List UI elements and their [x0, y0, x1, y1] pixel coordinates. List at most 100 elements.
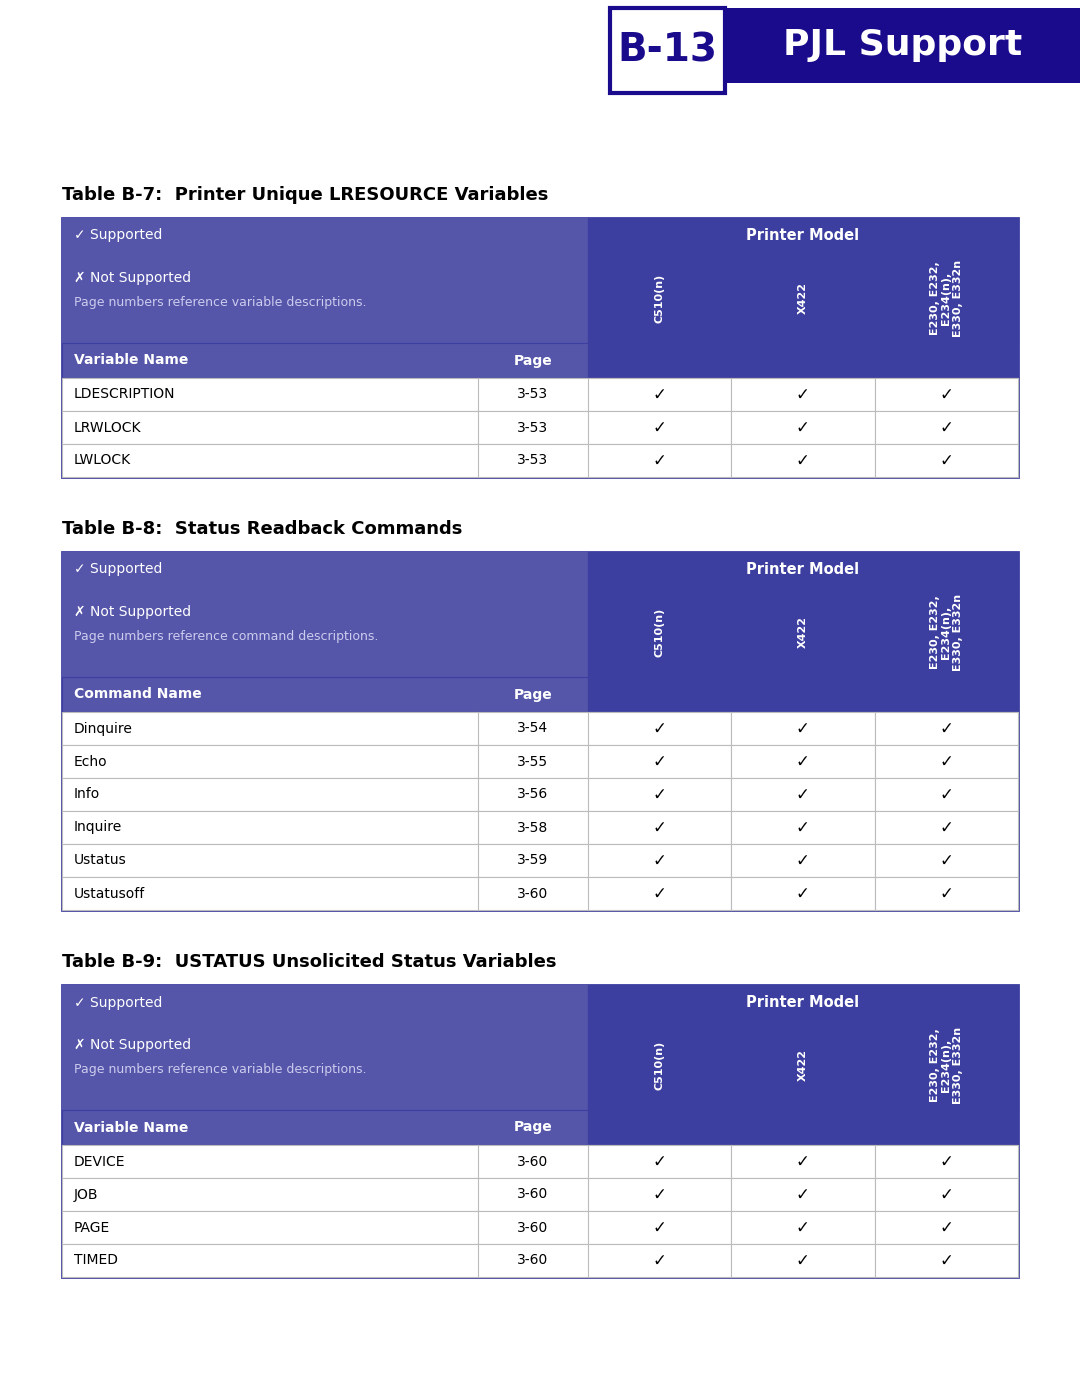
Text: 3-54: 3-54 — [517, 721, 549, 735]
Bar — [588, 678, 731, 712]
Bar — [731, 1111, 875, 1146]
Text: ✓: ✓ — [940, 386, 954, 404]
Text: ✓: ✓ — [940, 419, 954, 436]
Text: ✓: ✓ — [796, 386, 810, 404]
Bar — [875, 745, 1018, 778]
Bar — [62, 1146, 1018, 1178]
Text: X422: X422 — [798, 282, 808, 314]
Text: 3-55: 3-55 — [517, 754, 549, 768]
Bar — [731, 253, 875, 344]
Bar — [875, 1211, 1018, 1243]
Bar — [62, 218, 1018, 476]
Bar — [62, 1020, 588, 1111]
Text: Page numbers reference variable descriptions.: Page numbers reference variable descript… — [75, 296, 366, 309]
Bar — [62, 411, 1018, 444]
Text: 3-53: 3-53 — [517, 420, 549, 434]
Text: ✓: ✓ — [652, 785, 666, 803]
Bar — [588, 877, 731, 909]
Text: X422: X422 — [798, 1049, 808, 1081]
Bar — [62, 712, 1018, 745]
Bar — [62, 678, 588, 712]
Bar — [731, 745, 875, 778]
Text: ✓: ✓ — [796, 1218, 810, 1236]
Text: C510(n): C510(n) — [654, 1041, 664, 1090]
Bar — [731, 778, 875, 812]
Text: ✗ Not Supported: ✗ Not Supported — [75, 605, 191, 619]
Text: ✓: ✓ — [796, 451, 810, 469]
Bar — [62, 1243, 1018, 1277]
Text: Variable Name: Variable Name — [75, 1120, 188, 1134]
Text: Command Name: Command Name — [75, 687, 202, 701]
Text: LDESCRIPTION: LDESCRIPTION — [75, 387, 175, 401]
Bar — [875, 844, 1018, 877]
Bar — [62, 985, 588, 1020]
Text: ✓: ✓ — [652, 451, 666, 469]
Text: ✓: ✓ — [940, 753, 954, 771]
Bar — [588, 712, 731, 745]
Text: Page: Page — [513, 1120, 552, 1134]
Text: Printer Model: Printer Model — [746, 995, 860, 1010]
Bar — [731, 1146, 875, 1178]
Text: ✓: ✓ — [652, 852, 666, 869]
Bar — [725, 8, 1080, 82]
Bar — [875, 344, 1018, 379]
Bar — [731, 1020, 875, 1111]
Text: Inquire: Inquire — [75, 820, 122, 834]
Text: Table B-8:  Status Readback Commands: Table B-8: Status Readback Commands — [62, 520, 462, 538]
Text: ✓: ✓ — [940, 1252, 954, 1270]
Bar — [875, 678, 1018, 712]
Text: JOB: JOB — [75, 1187, 98, 1201]
Bar — [875, 253, 1018, 344]
Text: ✓: ✓ — [940, 819, 954, 837]
Bar — [62, 1111, 588, 1146]
Text: ✓: ✓ — [652, 1218, 666, 1236]
Text: ✓: ✓ — [940, 451, 954, 469]
Text: ✓ Supported: ✓ Supported — [75, 229, 162, 243]
Text: Page numbers reference variable descriptions.: Page numbers reference variable descript… — [75, 1063, 366, 1076]
Text: ✓: ✓ — [940, 719, 954, 738]
Bar — [588, 552, 1018, 587]
Text: ✓: ✓ — [652, 419, 666, 436]
Text: Page numbers reference command descriptions.: Page numbers reference command descripti… — [75, 630, 378, 643]
Bar — [875, 1111, 1018, 1146]
Text: ✓: ✓ — [652, 386, 666, 404]
Text: ✓: ✓ — [796, 785, 810, 803]
Bar — [875, 1178, 1018, 1211]
Text: Dinquire: Dinquire — [75, 721, 133, 735]
Text: ✓: ✓ — [652, 753, 666, 771]
Bar — [62, 812, 1018, 844]
Bar — [588, 1020, 731, 1111]
Text: 3-60: 3-60 — [517, 1221, 549, 1235]
Bar — [610, 8, 725, 94]
Bar — [731, 444, 875, 476]
Bar — [731, 587, 875, 678]
Text: C510(n): C510(n) — [654, 608, 664, 657]
Text: ✓: ✓ — [940, 1153, 954, 1171]
Bar — [62, 985, 1018, 1277]
Text: ✓: ✓ — [796, 852, 810, 869]
Bar — [588, 1146, 731, 1178]
Bar — [875, 444, 1018, 476]
Bar — [62, 778, 1018, 812]
Text: ✓: ✓ — [652, 884, 666, 902]
Bar — [62, 344, 588, 379]
Bar — [588, 253, 731, 344]
Text: ✓: ✓ — [652, 1153, 666, 1171]
Bar — [875, 411, 1018, 444]
Text: LWLOCK: LWLOCK — [75, 454, 131, 468]
Bar — [588, 1111, 731, 1146]
Text: ✓: ✓ — [796, 819, 810, 837]
Bar — [731, 678, 875, 712]
Bar — [62, 552, 1018, 909]
Text: ✓: ✓ — [796, 1153, 810, 1171]
Text: ✗ Not Supported: ✗ Not Supported — [75, 1038, 191, 1052]
Text: ✓: ✓ — [652, 819, 666, 837]
Text: ✓ Supported: ✓ Supported — [75, 996, 162, 1010]
Bar — [588, 344, 731, 379]
Text: Page: Page — [513, 353, 552, 367]
Text: 3-60: 3-60 — [517, 1154, 549, 1168]
Text: E230, E232,
E234(n),
E330, E332n: E230, E232, E234(n), E330, E332n — [930, 1027, 963, 1104]
Text: Ustatus: Ustatus — [75, 854, 126, 868]
Bar — [62, 552, 588, 587]
Bar — [731, 1211, 875, 1243]
